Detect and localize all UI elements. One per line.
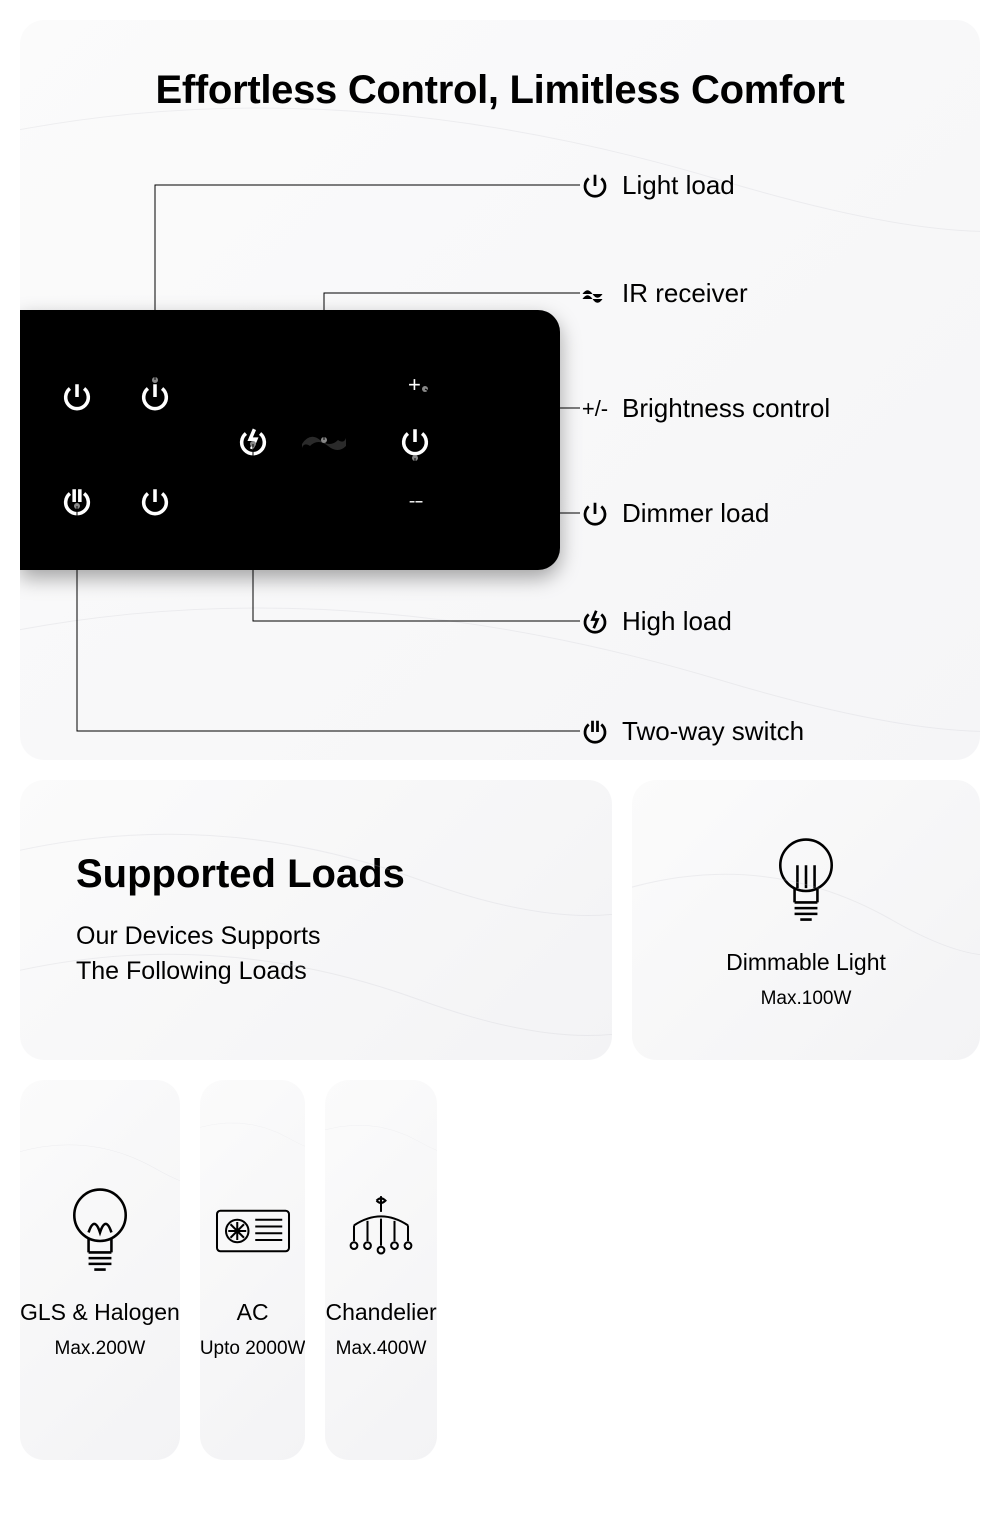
- minus-icon: _: [410, 478, 422, 504]
- label-text: IR receiver: [622, 278, 748, 309]
- subtitle-line: The Following Loads: [76, 957, 307, 985]
- plus-icon: +: [408, 372, 421, 398]
- power-twoway-icon: [580, 717, 610, 747]
- label-brightness: +/- Brightness control: [580, 393, 830, 424]
- power-icon: [580, 499, 610, 529]
- wave-icon: [580, 279, 610, 309]
- label-light-load: Light load: [580, 170, 735, 201]
- label-text: Two-way switch: [622, 716, 804, 747]
- load-name: Chandelier: [325, 1299, 436, 1326]
- label-text: Brightness control: [622, 393, 830, 424]
- supported-subtitle: Our Devices Supports The Following Loads: [76, 919, 321, 989]
- load-card-dimmable: Dimmable Light Max.100W: [632, 780, 980, 1060]
- bulb-icon: [55, 1181, 145, 1281]
- brand-logo-icon: [300, 426, 348, 456]
- load-card-gls: GLS & Halogen Max.200W: [20, 1080, 180, 1460]
- supported-loads-header-card: Supported Loads Our Devices Supports The…: [20, 780, 612, 1060]
- label-two-way: Two-way switch: [580, 716, 804, 747]
- power-bolt-icon: [580, 607, 610, 637]
- label-high-load: High load: [580, 606, 732, 637]
- supported-row-1: Supported Loads Our Devices Supports The…: [20, 780, 980, 1060]
- power-icon: [138, 485, 172, 519]
- load-name: Dimmable Light: [726, 949, 886, 976]
- power-icon: [398, 425, 432, 459]
- label-ir-receiver: IR receiver: [580, 278, 748, 309]
- load-card-chandelier: Chandelier Max.400W: [325, 1080, 436, 1460]
- power-bolt-icon: [236, 425, 270, 459]
- subtitle-line: Our Devices Supports: [76, 922, 321, 950]
- label-text: Light load: [622, 170, 735, 201]
- ac-icon: [208, 1181, 298, 1281]
- load-card-ac: AC Upto 2000W: [200, 1080, 306, 1460]
- load-spec: Max.200W: [55, 1338, 146, 1360]
- load-spec: Max.100W: [761, 988, 852, 1010]
- label-dimmer-load: Dimmer load: [580, 498, 769, 529]
- bulb-dimmable-icon: [761, 831, 851, 931]
- supported-title: Supported Loads: [76, 852, 405, 897]
- control-diagram-panel: Effortless Control, Limitless Comfort + …: [20, 20, 980, 760]
- power-icon: [138, 380, 172, 414]
- load-spec: Max.400W: [336, 1338, 427, 1360]
- supported-row-2: GLS & Halogen Max.200W AC Upto 2000W Cha…: [20, 1080, 980, 1460]
- main-title: Effortless Control, Limitless Comfort: [20, 68, 980, 113]
- chandelier-icon: [336, 1181, 426, 1281]
- power-icon: [580, 171, 610, 201]
- label-text: Dimmer load: [622, 498, 769, 529]
- load-name: GLS & Halogen: [20, 1299, 180, 1326]
- label-text: High load: [622, 606, 732, 637]
- load-spec: Upto 2000W: [200, 1338, 306, 1360]
- device-panel: + _: [20, 310, 560, 570]
- power-icon: [60, 380, 94, 414]
- plusminus-icon: +/-: [580, 396, 610, 422]
- power-twoway-icon: [60, 485, 94, 519]
- load-name: AC: [237, 1299, 269, 1326]
